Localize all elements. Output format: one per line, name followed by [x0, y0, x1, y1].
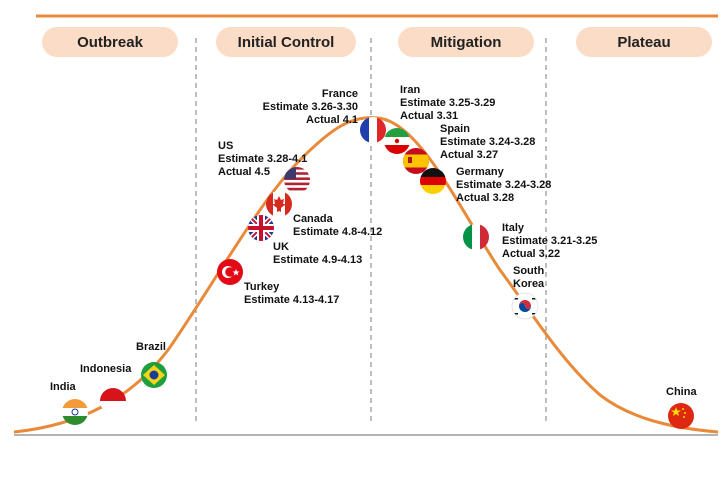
india-flag-icon — [62, 399, 88, 425]
china-flag-icon — [668, 403, 694, 429]
france-flag-icon — [360, 117, 386, 143]
us-flag-icon — [284, 167, 310, 193]
label-china: China — [666, 386, 697, 398]
label-italy: Italy Estimate 3.21-3.25 Actual 3.22 — [502, 222, 598, 260]
label-turkey: Turkey Estimate 4.13-4.17 — [244, 281, 340, 306]
italy-flag-icon — [463, 224, 489, 250]
phase-plateau: Plateau — [576, 27, 712, 57]
turkey-flag-icon — [217, 259, 243, 285]
germany-flag-icon — [420, 168, 446, 194]
label-germany: Germany Estimate 3.24-3.28 Actual 3.28 — [456, 166, 552, 204]
canada-flag-icon — [266, 191, 292, 217]
label-us: US Estimate 3.28-4.1 Actual 4.5 — [218, 140, 308, 178]
phase-mitigation: Mitigation — [398, 27, 534, 57]
label-canada: Canada Estimate 4.8-4.12 — [293, 213, 383, 238]
brazil-flag-icon — [141, 362, 167, 388]
south-korea-flag-icon — [512, 293, 538, 319]
label-iran: Iran Estimate 3.25-3.29 Actual 3.31 — [400, 84, 496, 122]
phase-initial-control: Initial Control — [216, 27, 356, 57]
iran-flag-icon — [384, 128, 410, 154]
uk-flag-icon — [248, 215, 274, 241]
label-france: France Estimate 3.26-3.30 Actual 4.1 — [262, 88, 358, 126]
label-brazil: Brazil — [136, 341, 166, 353]
label-south-korea: South Korea — [513, 265, 545, 290]
spain-flag-icon — [403, 148, 429, 174]
label-uk: UK Estimate 4.9-4.13 — [273, 241, 363, 266]
label-india: India — [50, 381, 76, 393]
label-spain: Spain Estimate 3.24-3.28 Actual 3.27 — [440, 123, 536, 161]
label-indonesia: Indonesia — [80, 363, 132, 375]
epidemic-curve — [13, 116, 719, 434]
indonesia-flag-icon — [100, 388, 126, 414]
phase-outbreak: Outbreak — [42, 27, 178, 57]
